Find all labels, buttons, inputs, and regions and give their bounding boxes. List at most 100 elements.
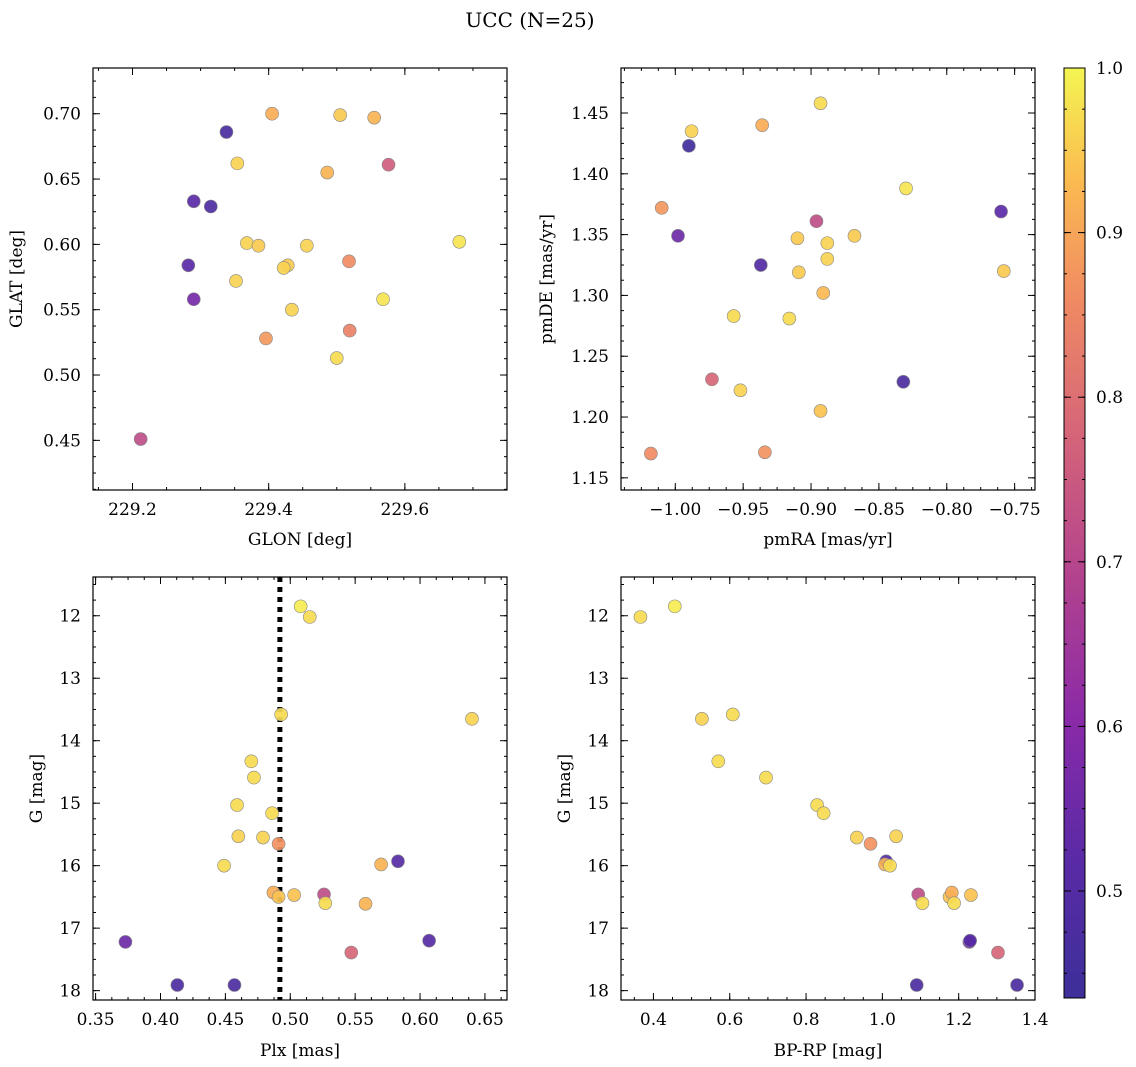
x-tick-label: 1.2 [945,1010,972,1030]
panel-1: 229.2 229.4 229.6 0.45 0.50 0.55 0.60 0.65 0.70 G… [7,67,508,550]
y-tick-label: 14 [587,732,609,752]
data-point [452,234,467,249]
y-tick-label: 0.70 [43,105,81,125]
data-point [847,229,862,243]
x-tick-label: 0.8 [793,1010,820,1030]
axes-frame [620,67,1036,491]
data-point [219,125,234,139]
x-tick-label: 0.55 [336,1010,374,1030]
data-point [790,231,805,246]
data-point [240,236,254,250]
data-point [782,311,797,326]
data-point [320,165,335,180]
data-point [229,274,243,288]
data-point [376,292,390,307]
data-point [726,309,741,323]
colorbar-tick-label: 0.5 [1096,882,1123,902]
x-tick-label: 0.50 [271,1010,309,1030]
data-point [820,252,835,266]
data-point [265,806,279,820]
data-point [170,978,185,992]
panel-4: 0.4 0.6 0.8 1.0 1.2 1.4 12 13 14 15 16 17 18 BP-RP [m… [555,576,1049,1061]
y-tick-label: 1.35 [571,226,609,246]
data-point [256,830,270,845]
data-point [186,194,201,209]
data-point [300,238,314,253]
data-point [227,978,242,992]
x-tick-label: −0.95 [717,500,769,520]
x-tick-label: 0.6 [716,1010,743,1030]
x-tick-label: −0.75 [989,500,1041,520]
data-point [991,945,1005,960]
data-point [391,854,405,869]
x-tick-label: −1.00 [649,500,701,520]
x-tick-label: 0.40 [142,1010,180,1030]
y-tick-label: 15 [59,794,81,814]
y-tick-label: 15 [587,794,609,814]
y-tick-label: 12 [587,607,609,627]
y-axis-label: pmDE [mas/yr] [537,214,557,344]
data-point [671,229,685,243]
data-point [909,978,924,992]
data-point [758,445,772,460]
data-point [244,754,259,769]
data-point [422,933,436,948]
y-tick-label: 17 [59,919,81,939]
data-point [203,199,218,214]
data-point [367,110,382,125]
data-point [759,770,773,785]
data-point [633,610,648,624]
y-tick-label: 13 [59,669,81,689]
data-point [996,264,1011,278]
panels: 229.2 229.4 229.6 0.45 0.50 0.55 0.60 0.65 0.70 G… [7,67,1049,1061]
data-point [816,806,831,820]
data-point [813,404,828,418]
data-point [342,323,357,338]
data-point [682,139,696,153]
data-point [896,374,911,389]
data-point [947,896,961,910]
data-point [230,798,244,812]
figure-title: UCC (N=25) [465,8,594,32]
y-tick-label: 1.15 [571,469,609,489]
y-tick-label: 16 [59,857,81,877]
colorbar-tick-label: 0.6 [1096,717,1123,737]
y-tick-label: 18 [59,982,81,1002]
colorbar-tick-label: 0.8 [1096,388,1123,408]
data-point [792,265,806,280]
data-point [654,201,669,215]
data-point [181,258,196,273]
y-tick-label: 1.40 [571,165,609,185]
data-point [644,446,658,461]
colorbar-tick-label: 1.0 [1096,59,1123,79]
axes-frame [92,67,508,491]
x-tick-label: −0.90 [785,500,837,520]
y-tick-label: 12 [59,607,81,627]
y-tick-label: 1.30 [571,286,609,306]
data-point [813,96,828,111]
data-point [754,258,768,272]
colorbar-gradient [1063,67,1086,999]
data-point [1010,978,1024,992]
data-point [863,836,878,851]
x-tick-label: −0.85 [853,500,905,520]
colorbar: 0.5 0.6 0.7 0.8 0.9 1.0 [1063,59,1123,999]
data-point [668,599,682,614]
y-tick-label: 0.65 [43,170,81,190]
y-tick-label: 0.50 [43,366,81,386]
data-point [374,857,388,872]
y-tick-label: 17 [587,919,609,939]
data-point [733,383,748,398]
data-point [186,292,201,307]
data-point [302,610,317,624]
data-point [276,261,291,275]
y-tick-label: 0.55 [43,301,81,321]
data-point [285,302,299,317]
data-point [684,124,699,139]
data-point [381,157,396,172]
data-point [333,108,347,122]
data-point [725,707,740,722]
x-tick-label: −0.80 [921,500,973,520]
y-axis-label: G [mag] [27,754,47,823]
